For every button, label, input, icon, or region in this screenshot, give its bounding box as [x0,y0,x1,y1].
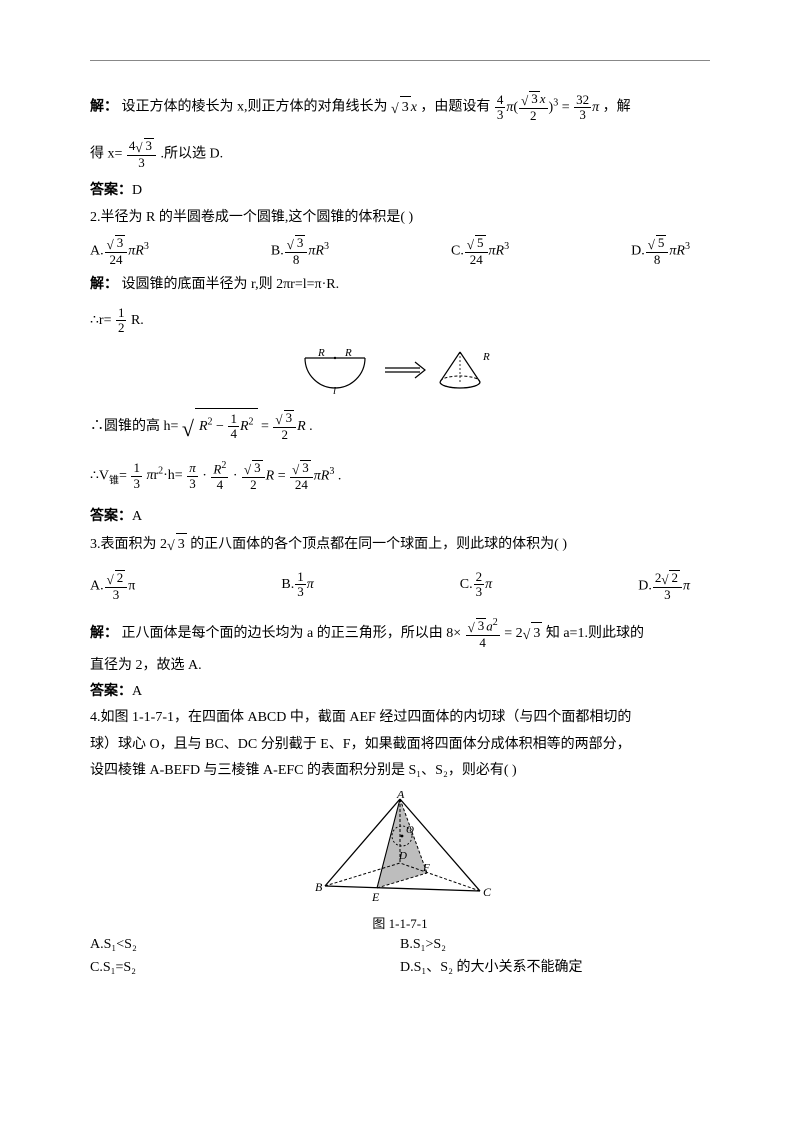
svg-text:R: R [317,347,325,359]
answer-value: D [132,183,142,198]
q1-l2b: .所以选 D. [161,146,224,161]
q2-r-frac: 12 [116,306,127,336]
q2-optB: B.√38πR3 [271,235,329,268]
q1-eq: 43π(√3x2)3 = 323π [494,100,603,115]
q4-optA: A.S₁<S₂ [90,934,400,956]
q2-optC: C.√524πR3 [451,235,509,268]
q2-h-a: ∴圆锥的高 h= [90,419,178,434]
svg-text:O: O [406,824,414,836]
q2-sol-line1: 解： 设圆锥的底面半径为 r,则 2πr=l=π·R. [90,274,710,296]
q3-sol-line2: 直径为 2，故选 A. [90,655,710,677]
q3-stem-b: 的正八面体的各个顶点都在同一个球面上，则此球的体积为( ) [187,537,567,552]
answer-value: A [132,509,142,524]
svg-text:A: A [396,791,405,801]
q4-optB: B.S₁>S₂ [400,934,710,956]
q4-optC: C.S₁=S₂ [90,957,400,979]
q1-text-c: ，解 [603,100,631,115]
q4-options-row2: C.S₁=S₂ D.S₁、S₂ 的大小关系不能确定 [90,957,710,979]
q2-v-line: ∴V锥= 13 πr2·h= π3 · R24 · √32R = √324πR3… [90,460,710,493]
q4-stem-2: 球）球心 O，且与 BC、DC 分别截于 E、F，如果截面将四面体分成体积相等的… [90,734,710,756]
svg-text:F: F [422,862,430,874]
answer-label: 答案： [90,684,132,699]
q3-optA: A.√23π [90,570,135,603]
semicircle-to-cone-icon: R R l R [290,346,510,396]
sol-label: 解： [90,277,118,292]
q2-v-t4: √32 [242,460,265,493]
q3-stem-a: 3.表面积为 2 [90,537,167,552]
q3-sol-frac: √3a24 [466,617,500,651]
q3-optD: D.2√23π [638,570,690,603]
q3-optC: C.23π [460,570,492,603]
q2-v-t1-tail: πr2·h= [146,468,182,483]
q3-stem: 3.表面积为 2√3 的正八面体的各个顶点都在同一个球面上，则此球的体积为( ) [90,533,710,558]
q2-optD: D.√58πR3 [631,235,690,268]
q2-sol-text: 设圆锥的底面半径为 r,则 2πr=l=π·R. [122,277,340,292]
q3-sol-b: = 2 [504,626,522,641]
q4-fig-caption: 图 1-1-7-1 [90,914,710,935]
q1-x-frac: 4√33 [127,138,156,171]
q2-r-a: ∴r= [90,313,111,328]
q4-stem-1: 4.如图 1-1-7-1，在四面体 ABCD 中，截面 AEF 经过四面体的内切… [90,707,710,729]
svg-text:l: l [333,385,336,396]
q3-sol-a: 正八面体是每个面的边长均为 a 的正三角形，所以由 8× [122,626,462,641]
tetrahedron-icon: A B C D E F O [305,791,495,906]
answer-label: 答案： [90,183,132,198]
svg-text:B: B [315,880,323,894]
q2-v-eq2: = [278,468,286,483]
q4-optD: D.S₁、S₂ 的大小关系不能确定 [400,957,710,979]
q1-text-a: 设正方体的棱长为 x,则正方体的对角线长为 [122,100,388,115]
q4-stem-3: 设四棱锥 A-BEFD 与三棱锥 A-EFC 的表面积分别是 S₁、S₂，则必有… [90,760,710,782]
answer-value: A [132,684,142,699]
q2-v-t2: π3 [187,461,198,491]
q3-options: A.√23π B.13π C.23π D.2√23π [90,570,710,603]
q1-solution-line2: 得 x= 4√33 .所以选 D. [90,138,710,171]
q2-v-t3: R24 [211,460,228,492]
q4-figure: A B C D E F O [90,791,710,906]
q2-v-a: ∴V [90,468,109,483]
q3-sol-line1: 解： 正八面体是每个面的边长均为 a 的正三角形，所以由 8× √3a24 = … [90,617,710,651]
dot2: · [233,468,238,483]
top-rule [90,60,710,61]
svg-text:R: R [482,351,490,363]
q2-v-t1: 13 [131,461,142,491]
sol-label: 解： [90,626,118,641]
svg-text:C: C [483,885,492,899]
svg-text:R: R [344,347,352,359]
q3-sol-c: 知 a=1.则此球的 [546,626,644,641]
q1-diag: √3x [391,100,417,115]
q2-options: A.√324πR3 B.√38πR3 C.√524πR3 D.√58πR3 [90,235,710,268]
svg-text:E: E [371,890,380,904]
q2-r-line: ∴r= 12 R. [90,306,710,336]
q2-v-sub: 锥 [109,475,119,486]
q2-h-line: ∴圆锥的高 h= √R2 − 14R2 = √32R . [90,408,710,446]
q1-l2a: 得 x= [90,146,122,161]
q1-answer: 答案：D [90,180,710,202]
q1-solution-line1: 解： 设正方体的棱长为 x,则正方体的对角线长为 √3x ，由题设有 43π(√… [90,91,710,124]
sol-label: 解： [90,100,118,115]
q2-h-rad: √R2 − 14R2 = √32R [182,419,309,434]
q4-options-row1: A.S₁<S₂ B.S₁>S₂ [90,934,710,956]
q2-stem: 2.半径为 R 的半圆卷成一个圆锥,这个圆锥的体积是( ) [90,207,710,229]
q2-optA: A.√324πR3 [90,235,149,268]
answer-label: 答案： [90,509,132,524]
q3-optB: B.13π [281,570,313,603]
q1-text-b: ，由题设有 [420,100,490,115]
q2-v-t5: √324 [290,460,313,493]
q2-r-b: R. [131,313,144,328]
dot1: · [202,468,207,483]
q3-answer: 答案：A [90,681,710,703]
svg-text:D: D [398,850,407,862]
q2-figure: R R l R [90,346,710,396]
q2-answer: 答案：A [90,506,710,528]
q2-v-eq: = [119,468,127,483]
